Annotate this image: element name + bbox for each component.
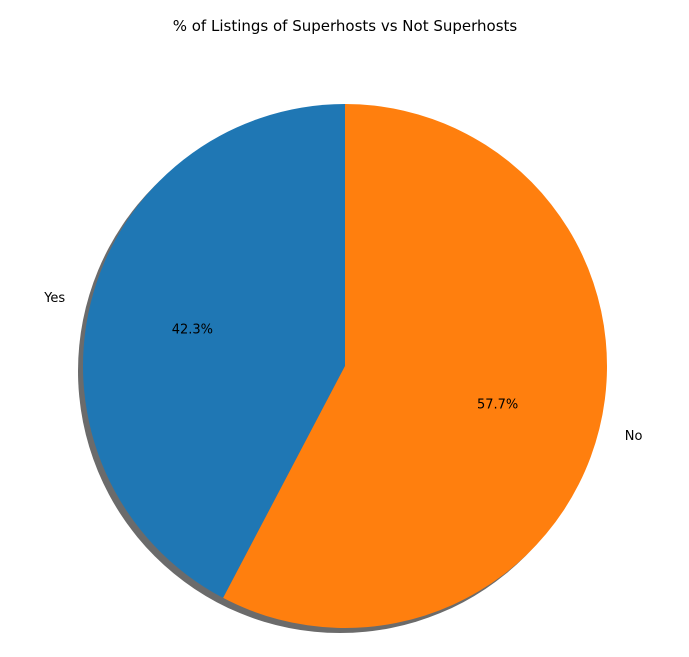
pie-slices bbox=[82, 104, 607, 628]
slice-pct-yes: 42.3% bbox=[172, 322, 213, 337]
slice-label-yes: Yes bbox=[43, 291, 65, 306]
slice-label-no: No bbox=[625, 429, 643, 444]
slice-pct-no: 57.7% bbox=[477, 398, 518, 413]
pie-slice-no bbox=[223, 104, 607, 628]
chart-title: % of Listings of Superhosts vs Not Super… bbox=[173, 17, 518, 35]
pie-labels: Yes 42.3% No 57.7% bbox=[43, 291, 642, 444]
pie-slice-yes bbox=[82, 104, 345, 598]
